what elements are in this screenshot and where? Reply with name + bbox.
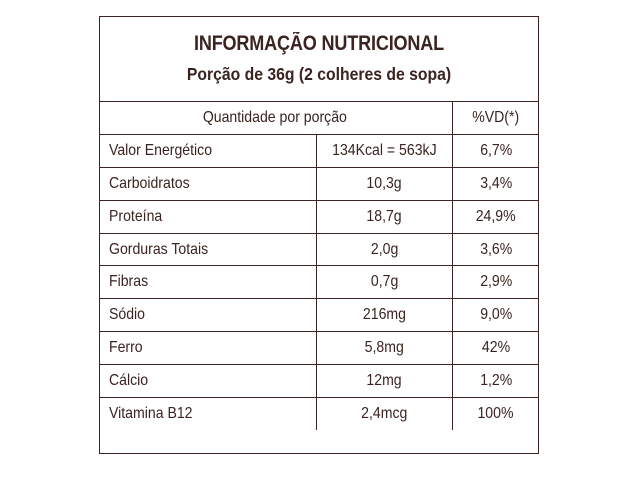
nutrient-vd: 3,6% bbox=[452, 232, 539, 267]
table-row: Valor Energético 134Kcal = 563kJ 6,7% bbox=[98, 133, 539, 168]
nutrition-facts-panel: INFORMAÇÃO NUTRICIONAL Porção de 36g (2 … bbox=[98, 16, 539, 454]
nutrient-amount: 2,0g bbox=[316, 232, 453, 267]
nutrient-amount: 0,7g bbox=[316, 265, 453, 300]
nutrient-amount: 12mg bbox=[316, 364, 453, 399]
nutrient-amount: 216mg bbox=[316, 298, 453, 333]
nutrient-name: Fibras bbox=[98, 265, 317, 300]
nutrient-name: Valor Energético bbox=[98, 133, 317, 168]
table-row: Ferro 5,8mg 42% bbox=[98, 331, 539, 366]
nutrient-vd: 100% bbox=[452, 397, 539, 431]
table-row: Proteína 18,7g 24,9% bbox=[98, 199, 539, 234]
nutrient-vd: 9,0% bbox=[452, 298, 539, 333]
table-row: Carboidratos 10,3g 3,4% bbox=[98, 166, 539, 201]
nutrient-name: Cálcio bbox=[98, 364, 317, 399]
table-row: Vitamina B12 2,4mcg 100% bbox=[98, 397, 539, 431]
nutrient-vd: 3,4% bbox=[452, 166, 539, 201]
table-row: Sódio 216mg 9,0% bbox=[98, 298, 539, 333]
nutrient-amount: 10,3g bbox=[316, 166, 453, 201]
nutrient-name: Proteína bbox=[98, 199, 317, 234]
table-row: Gorduras Totais 2,0g 3,6% bbox=[98, 232, 539, 267]
header-quantity: Quantidade por porção bbox=[98, 101, 453, 135]
nutrient-vd: 6,7% bbox=[452, 133, 539, 168]
nutrient-amount: 18,7g bbox=[316, 199, 453, 234]
nutrient-vd: 2,9% bbox=[452, 265, 539, 300]
panel-title: INFORMAÇÃO NUTRICIONAL bbox=[193, 32, 445, 55]
serving-size: Porção de 36g (2 colheres de sopa) bbox=[186, 64, 452, 84]
nutrient-amount: 134Kcal = 563kJ bbox=[316, 133, 453, 168]
nutrient-amount: 5,8mg bbox=[316, 331, 453, 366]
nutrient-name: Gorduras Totais bbox=[98, 232, 317, 267]
nutrient-name: Sódio bbox=[98, 298, 317, 333]
table-row: Fibras 0,7g 2,9% bbox=[98, 265, 539, 300]
nutrition-table: Quantidade por porção %VD(*) Valor Energ… bbox=[98, 101, 539, 431]
nutrient-name: Ferro bbox=[98, 331, 317, 366]
nutrient-vd: 42% bbox=[452, 331, 539, 366]
nutrient-vd: 1,2% bbox=[452, 364, 539, 399]
nutrient-name: Vitamina B12 bbox=[98, 397, 317, 431]
table-row: Cálcio 12mg 1,2% bbox=[98, 364, 539, 399]
nutrient-vd: 24,9% bbox=[452, 199, 539, 234]
table-header-row: Quantidade por porção %VD(*) bbox=[98, 101, 539, 135]
nutrient-name: Carboidratos bbox=[98, 166, 317, 201]
nutrient-amount: 2,4mcg bbox=[316, 397, 453, 431]
header-vd: %VD(*) bbox=[452, 101, 539, 135]
